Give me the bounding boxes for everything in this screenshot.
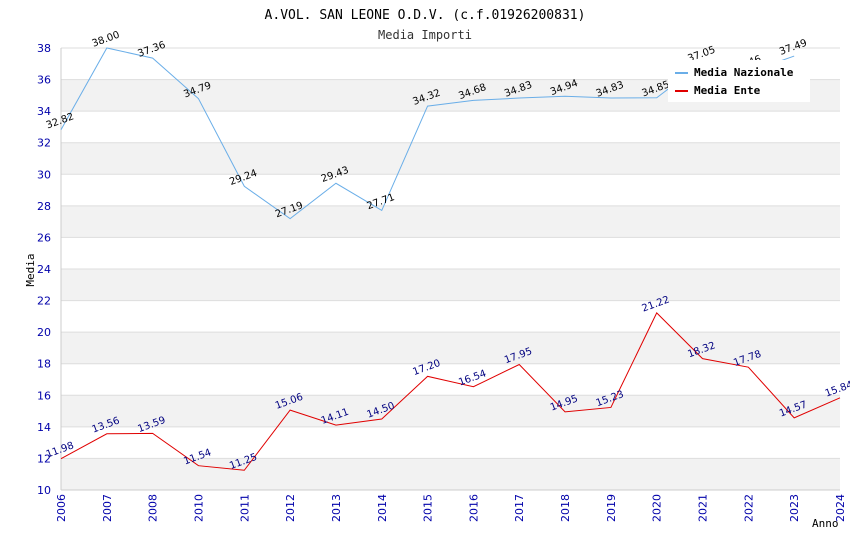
x-tick-label: 2008 xyxy=(147,494,160,522)
grid-band xyxy=(61,142,840,175)
x-tick-label: 2023 xyxy=(788,494,801,522)
legend-label-ente: Media Ente xyxy=(694,84,761,97)
legend-box xyxy=(668,60,810,102)
y-axis-ticks: 10 12 14 16 18 20 22 24 26 28 30 32 34 36 38 xyxy=(37,42,51,497)
x-tick-label: 2010 xyxy=(192,494,205,522)
x-tick-label: 2021 xyxy=(697,494,710,522)
grid-band xyxy=(61,174,840,206)
x-tick-label: 2012 xyxy=(284,494,297,522)
x-tick-label: 2006 xyxy=(55,494,68,522)
grid-band xyxy=(61,111,840,143)
x-tick-label: 2024 xyxy=(834,494,847,522)
x-tick-label: 2014 xyxy=(376,494,389,522)
grid-band xyxy=(61,269,840,301)
x-tick-label: 2019 xyxy=(605,494,618,522)
y-tick-label: 22 xyxy=(37,295,51,308)
grid-band xyxy=(61,237,840,269)
grid-band xyxy=(61,332,840,364)
y-tick-label: 10 xyxy=(37,484,51,497)
x-tick-label: 2016 xyxy=(467,494,480,522)
x-tick-label: 2011 xyxy=(238,494,251,522)
grid-band xyxy=(61,458,840,490)
y-tick-label: 30 xyxy=(37,168,51,181)
y-tick-label: 28 xyxy=(37,200,51,213)
y-tick-label: 32 xyxy=(37,137,51,150)
x-tick-label: 2017 xyxy=(513,494,526,522)
plot-background xyxy=(60,47,840,491)
y-tick-label: 34 xyxy=(37,105,51,118)
y-tick-label: 24 xyxy=(37,263,51,276)
y-tick-label: 26 xyxy=(37,231,51,244)
x-tick-label: 2015 xyxy=(422,494,435,522)
chart-subtitle: Media Importi xyxy=(378,28,472,42)
x-tick-label: 2020 xyxy=(651,494,664,522)
legend-label-nazionale: Media Nazionale xyxy=(694,66,794,79)
x-tick-label: 2007 xyxy=(101,494,114,522)
grid-band xyxy=(61,426,840,459)
x-tick-label: 2018 xyxy=(559,494,572,522)
grid-band xyxy=(61,300,840,333)
chart-title: A.VOL. SAN LEONE O.D.V. (c.f.01926200831… xyxy=(265,8,586,23)
series-line-ente xyxy=(60,312,841,471)
grid-band xyxy=(61,205,840,238)
x-tick-label: 2013 xyxy=(330,494,343,522)
y-tick-label: 20 xyxy=(37,326,51,339)
y-tick-label: 38 xyxy=(37,42,51,55)
legend: Media Nazionale Media Ente xyxy=(668,60,810,102)
x-axis-ticks: 2006 2007 2008 2010 2011 2012 2013 2014 2015 2016… xyxy=(55,494,847,522)
x-tick-label: 2022 xyxy=(742,494,755,522)
grid-band xyxy=(61,395,840,427)
grid-band xyxy=(61,363,840,396)
y-tick-label: 18 xyxy=(37,358,51,371)
y-tick-label: 12 xyxy=(37,452,51,465)
y-tick-label: 14 xyxy=(37,421,51,434)
data-label: 38.00 xyxy=(91,30,122,50)
y-tick-label: 36 xyxy=(37,74,51,87)
x-axis-label: Anno xyxy=(812,517,839,530)
y-tick-label: 16 xyxy=(37,389,51,402)
y-axis-label: Media xyxy=(24,253,37,286)
